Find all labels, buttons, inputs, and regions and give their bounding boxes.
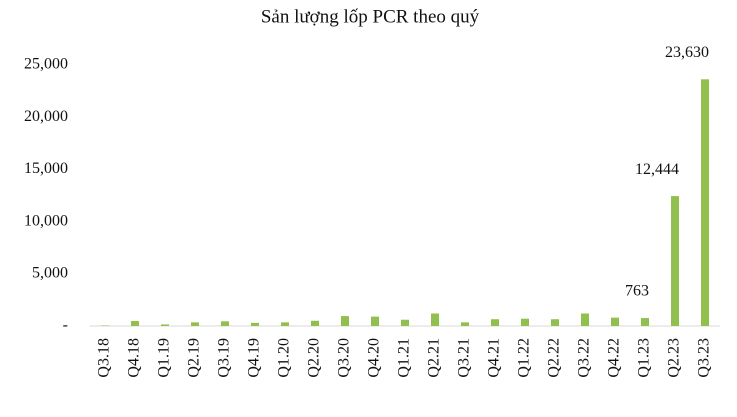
bar xyxy=(131,320,139,326)
data-label: 763 xyxy=(625,283,649,300)
y-tick-label: 25,000 xyxy=(24,56,68,73)
bar xyxy=(611,317,619,326)
x-tick-label: Q3.18 xyxy=(96,338,113,378)
x-tick-label: Q2.21 xyxy=(426,338,443,378)
x-tick-label: Q1.22 xyxy=(516,338,533,378)
x-tick-label: Q2.23 xyxy=(666,338,683,378)
bar xyxy=(251,322,259,326)
chart-title: Sản lượng lốp PCR theo quý xyxy=(261,6,480,27)
bar xyxy=(371,316,379,326)
data-label: 23,630 xyxy=(665,44,709,61)
x-tick-label: Q2.19 xyxy=(186,338,203,378)
bar xyxy=(431,313,439,326)
x-tick-label: Q1.21 xyxy=(396,338,413,378)
bar xyxy=(191,322,199,326)
y-tick-label: 10,000 xyxy=(24,212,68,229)
x-tick-label: Q4.20 xyxy=(366,338,383,378)
y-tick-label: 5,000 xyxy=(32,264,68,281)
x-tick-label: Q3.19 xyxy=(216,338,233,378)
bar xyxy=(311,320,319,326)
x-tick-label: Q3.23 xyxy=(696,338,713,378)
y-tick-label: - xyxy=(63,317,68,334)
bar xyxy=(671,196,679,326)
x-tick-label: Q2.22 xyxy=(546,338,563,378)
x-tick-label: Q4.22 xyxy=(606,338,623,378)
bar xyxy=(701,79,709,327)
x-tick-label: Q4.21 xyxy=(486,338,503,378)
bar xyxy=(341,316,349,326)
x-tick-label: Q4.18 xyxy=(126,338,143,378)
bar xyxy=(521,318,529,326)
bar xyxy=(581,313,589,326)
bar xyxy=(641,318,649,326)
bar xyxy=(221,321,229,326)
bar xyxy=(101,325,109,326)
bar xyxy=(491,319,499,326)
bar xyxy=(281,322,289,326)
data-label: 12,444 xyxy=(635,161,679,178)
y-tick-label: 15,000 xyxy=(24,160,68,177)
x-tick-label: Q3.22 xyxy=(576,338,593,378)
x-tick-label: Q1.23 xyxy=(636,338,653,378)
x-tick-label: Q3.21 xyxy=(456,338,473,378)
x-tick-label: Q1.20 xyxy=(276,338,293,378)
bar xyxy=(461,322,469,326)
bar xyxy=(551,319,559,326)
bar xyxy=(161,324,169,326)
x-tick-label: Q2.20 xyxy=(306,338,323,378)
x-tick-label: Q4.19 xyxy=(246,338,263,378)
x-tick-label: Q1.19 xyxy=(156,338,173,378)
x-tick-label: Q3.20 xyxy=(336,338,353,378)
bar xyxy=(401,319,409,326)
y-tick-label: 20,000 xyxy=(24,108,68,125)
